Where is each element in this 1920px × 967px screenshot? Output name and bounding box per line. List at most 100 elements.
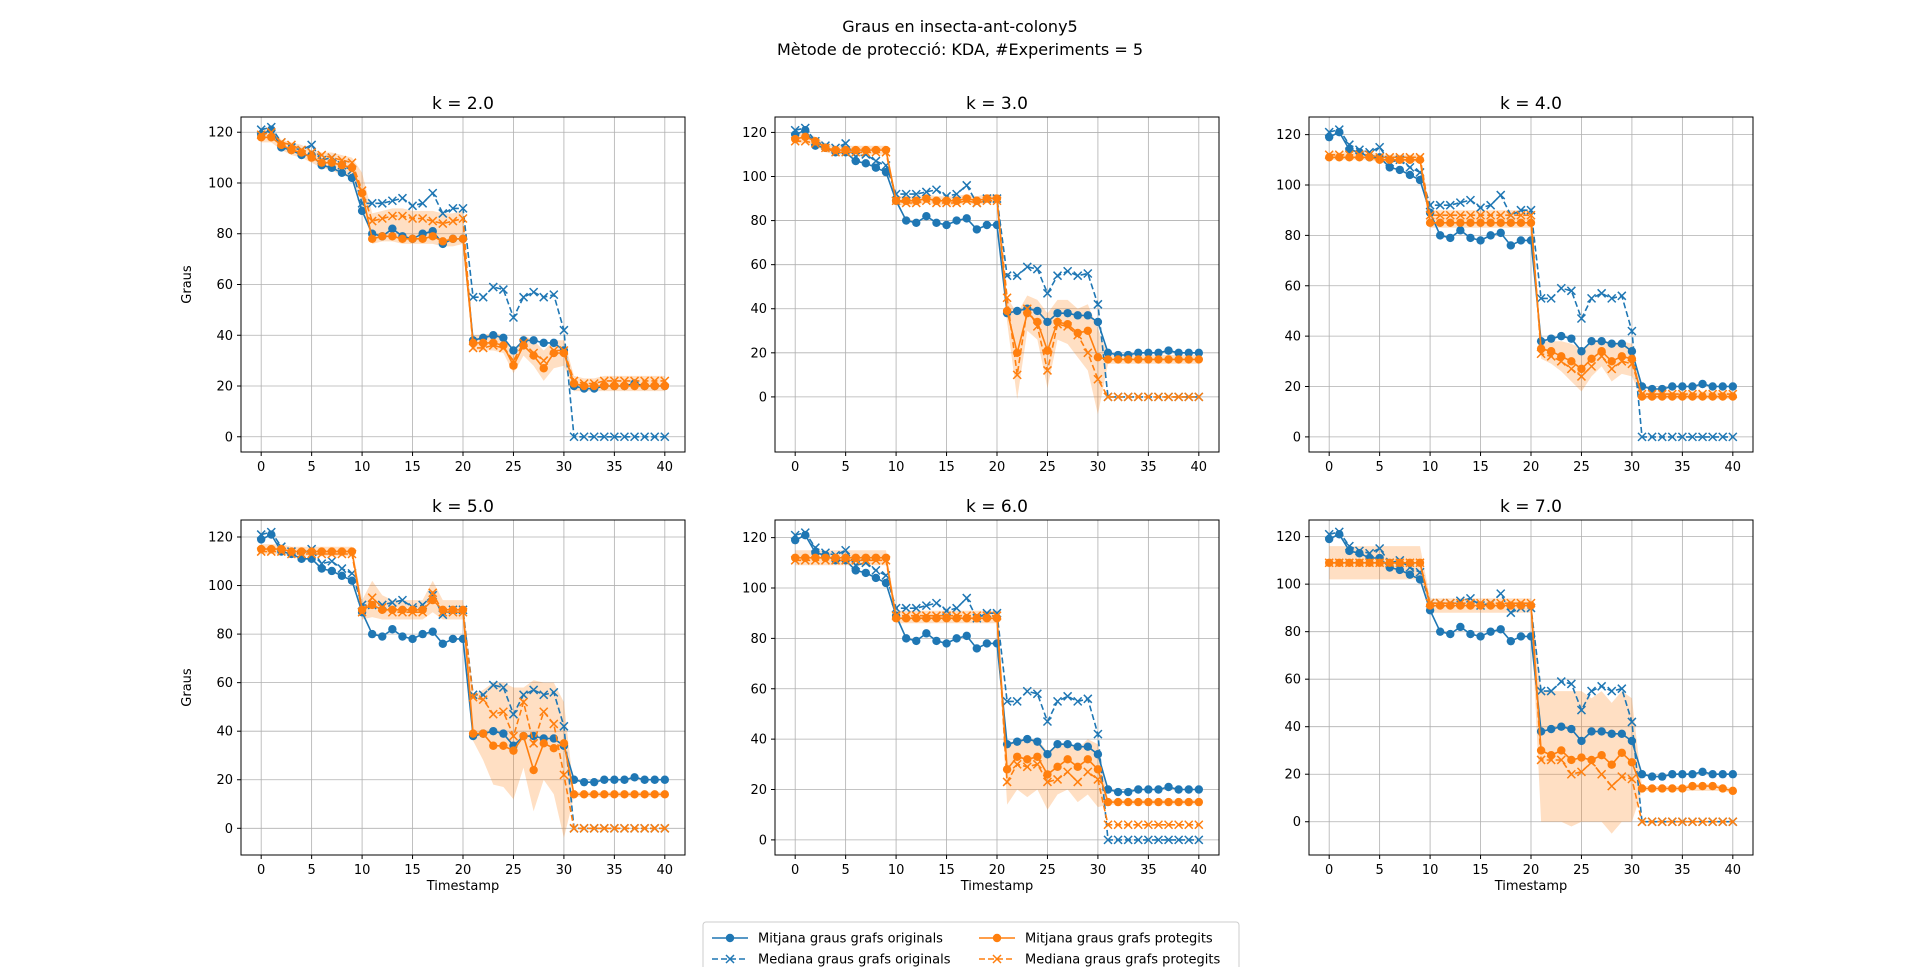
data-point: [1425, 598, 1435, 608]
data-point: [1607, 364, 1617, 374]
y-tick-label: 100: [742, 170, 767, 185]
data-point: [1375, 558, 1385, 568]
data-point: [1002, 293, 1012, 303]
data-point: [1113, 392, 1123, 402]
data-point: [1607, 729, 1616, 739]
data-point: [579, 777, 589, 787]
data-point: [1516, 218, 1526, 227]
data-point: [1395, 565, 1405, 575]
data-point: [428, 188, 438, 198]
data-point: [1657, 432, 1667, 442]
data-point: [1395, 165, 1405, 175]
data-point: [1687, 817, 1697, 827]
data-point: [478, 695, 488, 705]
data-point: [388, 625, 397, 634]
data-point: [660, 790, 670, 799]
x-tick-label: 0: [1325, 863, 1333, 878]
data-point: [810, 543, 820, 553]
y-tick-label: 0: [225, 822, 233, 837]
data-point: [1476, 210, 1486, 220]
data-point: [620, 775, 629, 784]
data-point: [1476, 598, 1486, 608]
data-point: [650, 775, 659, 784]
data-point: [942, 611, 952, 621]
legend-item-4: Mediana graus grafs protegits: [979, 953, 1220, 967]
legend-item-1: Mitjana graus grafs originals: [712, 932, 943, 947]
x-tick-label: 5: [841, 863, 849, 878]
data-point: [1677, 817, 1687, 827]
subplot-title: k = 7.0: [1500, 497, 1562, 517]
data-point: [488, 340, 498, 350]
data-point: [286, 549, 296, 559]
data-point: [1083, 755, 1093, 764]
data-point: [539, 292, 549, 302]
data-point: [1144, 355, 1153, 364]
data-point: [438, 237, 448, 246]
data-point: [1093, 317, 1103, 327]
data-point: [589, 777, 599, 787]
data-point: [438, 639, 448, 649]
data-point: [1718, 432, 1728, 442]
x-tick-label: 35: [606, 863, 623, 878]
data-point: [569, 432, 579, 442]
data-point: [1073, 696, 1083, 706]
data-point: [1546, 724, 1556, 734]
data-point: [508, 731, 518, 741]
data-point: [408, 607, 418, 617]
data-point: [1184, 392, 1194, 402]
data-point: [569, 790, 579, 799]
data-point: [397, 193, 407, 203]
data-point: [640, 432, 650, 442]
x-tick-label: 5: [307, 460, 315, 475]
data-point: [650, 376, 660, 386]
series-4: [790, 555, 1204, 830]
data-point: [1002, 777, 1012, 787]
data-point: [387, 598, 397, 608]
x-axis-label: Timestamp: [1494, 879, 1568, 894]
data-point: [931, 198, 941, 208]
data-point: [881, 553, 891, 562]
data-point: [418, 607, 428, 617]
data-point: [398, 234, 407, 244]
data-point: [1455, 198, 1465, 208]
data-point: [810, 555, 820, 565]
data-point: [367, 629, 377, 639]
data-point: [1496, 218, 1505, 227]
data-point: [398, 632, 407, 641]
data-point: [1133, 392, 1143, 402]
data-point: [1134, 348, 1143, 358]
data-point: [1708, 770, 1717, 779]
data-point: [942, 198, 952, 208]
data-point: [1164, 835, 1174, 845]
data-point: [1354, 558, 1364, 568]
y-tick-label: 60: [750, 682, 767, 697]
data-point: [1123, 392, 1133, 402]
data-point: [881, 555, 891, 565]
data-point: [1103, 348, 1113, 358]
x-tick-label: 30: [1090, 460, 1107, 475]
y-tick-label: 100: [742, 582, 767, 597]
data-point: [1607, 760, 1616, 769]
data-point: [911, 611, 921, 621]
data-point: [1557, 722, 1566, 731]
data-point: [468, 343, 478, 353]
data-point: [388, 232, 397, 241]
data-point: [630, 432, 640, 442]
data-point: [599, 823, 609, 833]
data-point: [1012, 759, 1022, 769]
data-point: [499, 341, 508, 350]
data-point: [1476, 203, 1486, 213]
x-tick-label: 25: [1039, 863, 1056, 878]
data-point: [1486, 218, 1495, 227]
y-tick-label: 60: [1284, 673, 1301, 688]
data-point: [579, 823, 589, 833]
y-tick-label: 60: [750, 258, 767, 273]
data-point: [1103, 392, 1113, 402]
legend-marker: [725, 954, 735, 964]
data-point: [1144, 348, 1153, 358]
data-point: [871, 147, 881, 157]
y-tick-label: 80: [216, 628, 233, 643]
data-point: [912, 218, 921, 227]
data-point: [488, 680, 498, 690]
data-point: [1567, 357, 1576, 366]
